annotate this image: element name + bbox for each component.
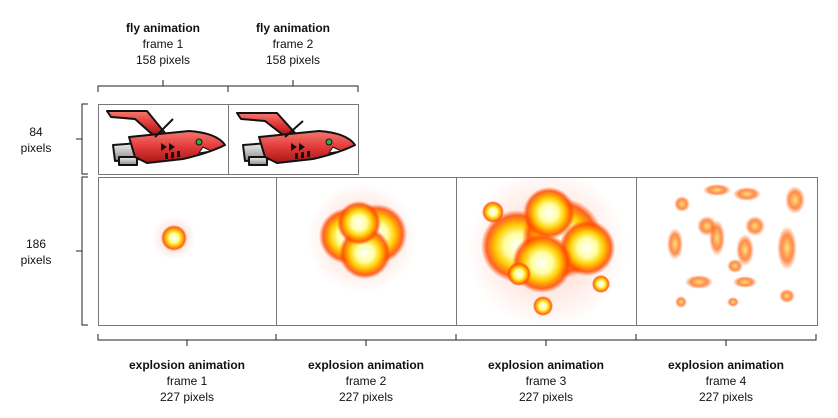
fly-height-unit: pixels [20, 141, 52, 155]
fly-frame-2-caption: fly animation frame 2 158 pixels [223, 20, 363, 68]
explosion-frame-2-title: explosion animation [307, 358, 424, 372]
explosion-frame-1-size: 227 pixels [159, 390, 215, 404]
explosion-frame-1-bracket [97, 334, 277, 341]
fly-frame-1-size: 158 pixels [135, 53, 191, 67]
explosion-sprite-1 [152, 216, 196, 260]
fly-frame-2-title: fly animation [255, 21, 330, 35]
fly-height-value: 84 [29, 125, 43, 139]
explosion-frame-3 [456, 177, 637, 326]
explosion-frame-3-title: explosion animation [487, 358, 604, 372]
explosion-frame-4-bracket [636, 334, 817, 341]
explosion-frame-1-label: frame 1 [166, 374, 208, 388]
explosion-sprite-4 [667, 184, 805, 308]
explosion-frame-3-caption: explosion animation frame 3 227 pixels [476, 357, 616, 405]
explosion-height-value: 186 [25, 237, 47, 251]
fly-frame-2-label: frame 2 [272, 37, 314, 51]
fly-frame-1-caption: fly animation frame 1 158 pixels [93, 20, 233, 68]
explosion-height-unit: pixels [20, 253, 52, 267]
explosion-frame-4-size: 227 pixels [698, 390, 754, 404]
fly-frame-1 [98, 104, 229, 175]
explosion-frame-3-size: 227 pixels [518, 390, 574, 404]
explosion-frame-2-size: 227 pixels [338, 390, 394, 404]
explosion-frame-2-label: frame 2 [345, 374, 387, 388]
explosion-frame-1-title: explosion animation [128, 358, 245, 372]
explosion-frame-4-label: frame 4 [705, 374, 747, 388]
explosion-frame-3-label: frame 3 [525, 374, 567, 388]
explosion-frame-2-bracket [276, 334, 457, 341]
explosion-sprite-2 [307, 183, 417, 293]
fly-height-bracket [81, 103, 88, 175]
explosion-sprite-3 [467, 178, 627, 325]
fly-frame-2 [228, 104, 359, 175]
fly-frame-2-bracket [228, 85, 359, 92]
fly-frame-1-bracket [97, 85, 229, 92]
explosion-frame-1 [98, 177, 277, 326]
explosion-height-bracket [81, 176, 88, 326]
explosion-frame-4-caption: explosion animation frame 4 227 pixels [656, 357, 796, 405]
fly-frame-1-label: frame 1 [142, 37, 184, 51]
fly-height-label: 84 pixels [6, 124, 66, 156]
explosion-frame-1-caption: explosion animation frame 1 227 pixels [117, 357, 257, 405]
ship-sprite-2 [236, 112, 356, 166]
fly-frame-2-size: 158 pixels [265, 53, 321, 67]
explosion-frame-2 [276, 177, 457, 326]
explosion-frame-4 [636, 177, 818, 326]
explosion-frame-3-bracket [456, 334, 637, 341]
explosion-frame-2-caption: explosion animation frame 2 227 pixels [296, 357, 436, 405]
explosion-height-label: 186 pixels [6, 236, 66, 268]
explosion-frame-4-title: explosion animation [667, 358, 784, 372]
fly-frame-1-title: fly animation [125, 21, 200, 35]
ship-sprite-1 [106, 110, 226, 166]
